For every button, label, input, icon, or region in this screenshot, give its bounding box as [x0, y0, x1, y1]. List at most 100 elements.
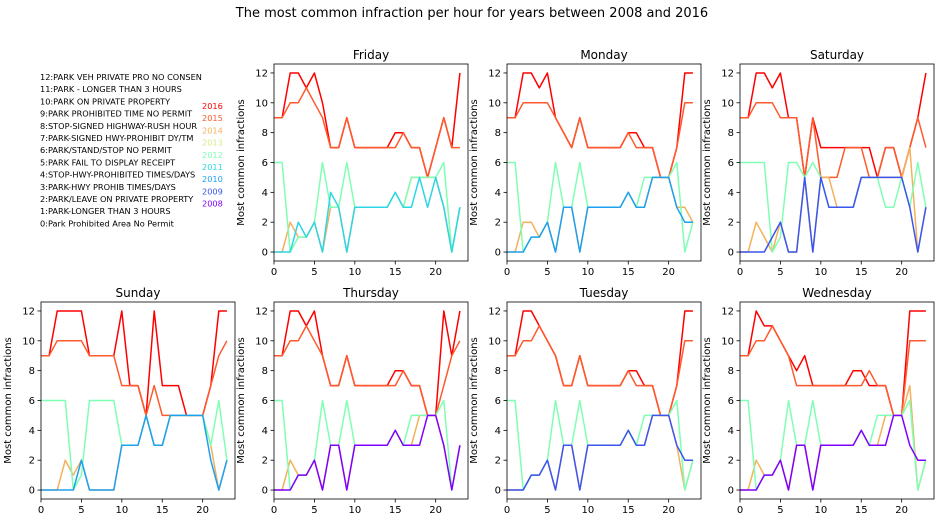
y-tick-label: 8 [29, 366, 35, 377]
y-tick-label: 12 [721, 68, 734, 79]
x-tick-label: 20 [662, 505, 675, 516]
x-tick-label: 10 [581, 505, 594, 516]
panel-title: Monday [580, 48, 627, 62]
y-tick-label: 2 [495, 456, 501, 467]
y-tick-label: 4 [495, 188, 501, 199]
series-line-2015 [274, 325, 461, 417]
figure-title: The most common infraction per hour for … [235, 6, 708, 21]
series-line-2008 [740, 414, 926, 491]
x-tick-label: 20 [429, 267, 442, 278]
x-tick-label: 0 [737, 267, 743, 278]
panel-title: Wednesday [802, 286, 871, 300]
y-axis-label: Most common infractions [3, 337, 14, 464]
series-line-2014 [274, 414, 461, 491]
y-tick-label: 6 [262, 158, 268, 169]
y-tick-label: 12 [255, 306, 268, 317]
panel-title: Tuesday [579, 286, 629, 300]
x-tick-label: 15 [622, 505, 635, 516]
legend-year-label: 2009 [202, 186, 223, 196]
x-tick-label: 5 [78, 505, 84, 516]
y-axis-label: Most common infractions [702, 337, 713, 464]
y-tick-label: 8 [262, 366, 268, 377]
legend-year-label: 2016 [202, 101, 223, 111]
y-tick-label: 12 [488, 306, 501, 317]
y-axis-label: Most common infractions [236, 99, 247, 226]
x-tick-label: 20 [196, 505, 209, 516]
x-tick-label: 5 [544, 267, 550, 278]
y-tick-label: 10 [255, 98, 268, 109]
series-line-2016 [507, 72, 693, 179]
panel-title: Friday [353, 48, 389, 62]
y-tick-label: 4 [728, 426, 734, 437]
y-tick-label: 0 [728, 486, 734, 497]
series-line-2016 [274, 310, 461, 417]
y-tick-label: 4 [728, 188, 734, 199]
series-line-2009 [740, 176, 927, 253]
y-tick-label: 2 [29, 456, 35, 467]
series-line-2014 [507, 414, 694, 491]
panel-title: Thursday [342, 286, 399, 300]
x-tick-label: 10 [115, 505, 128, 516]
legend-code-label: 9:PARK PROHIBITED TIME NO PERMIT [40, 109, 193, 119]
y-tick-label: 2 [728, 218, 734, 229]
panel-saturday: 0 5 10 15 20 0 2 4 6 8 10 12 Saturday Most common inf… [702, 48, 935, 278]
y-tick-label: 0 [728, 248, 734, 259]
legend-code-label: 0:Park Prohibited Area No Permit [40, 218, 175, 228]
y-tick-label: 10 [488, 98, 501, 109]
y-tick-label: 12 [255, 68, 268, 79]
y-tick-label: 8 [262, 128, 268, 139]
y-tick-label: 8 [495, 128, 501, 139]
x-tick-label: 15 [855, 267, 868, 278]
axes-frame [739, 63, 935, 262]
x-tick-label: 10 [348, 505, 361, 516]
y-tick-label: 10 [721, 98, 734, 109]
series-line-2015 [274, 87, 460, 179]
y-tick-label: 0 [262, 486, 268, 497]
x-tick-label: 0 [504, 267, 510, 278]
series-line-2008 [274, 414, 461, 491]
series-line-2016 [740, 310, 926, 417]
legend-code-label: 7:PARK-SIGNED HWY-PROHIBIT DY/TM [40, 133, 194, 143]
legend-code-label: 6:PARK/STAND/STOP NO PERMIT [40, 145, 173, 155]
legend-year-label: 2013 [202, 138, 223, 148]
legend: 12:PARK VEH PRIVATE PRO NO CONSEN 11:PARK… [40, 72, 223, 228]
series-line-2011 [274, 176, 461, 253]
y-tick-label: 6 [495, 396, 501, 407]
legend-year-label: 2011 [202, 162, 223, 172]
x-tick-label: 15 [156, 505, 169, 516]
y-tick-label: 10 [721, 336, 734, 347]
x-tick-label: 5 [311, 267, 317, 278]
y-tick-label: 4 [262, 426, 268, 437]
x-tick-label: 15 [389, 505, 402, 516]
x-tick-label: 10 [348, 267, 361, 278]
x-tick-label: 15 [622, 267, 635, 278]
legend-code-label: 2:PARK/LEAVE ON PRIVATE PROPERTY [40, 194, 194, 204]
y-tick-label: 0 [29, 486, 35, 497]
legend-year-label: 2012 [202, 150, 223, 160]
x-tick-label: 10 [581, 267, 594, 278]
panel-thursday: 0 5 10 15 20 0 2 4 6 8 10 12 Thursday Most common inf… [236, 286, 469, 516]
y-axis-label: Most common infractions [702, 99, 713, 226]
legend-code-label: 1:PARK-LONGER THAN 3 HOURS [40, 206, 171, 216]
legend-code-label: 4:STOP-HWY-PROHIBITED TIMES/DAYS [40, 170, 195, 180]
x-tick-label: 10 [814, 267, 827, 278]
series-line-2016 [41, 310, 227, 417]
legend-year-label: 2014 [202, 125, 223, 135]
y-axis-label: Most common infractions [469, 337, 480, 464]
x-tick-label: 0 [737, 505, 743, 516]
y-tick-label: 12 [721, 306, 734, 317]
legend-year-label: 2010 [202, 174, 223, 184]
y-tick-label: 8 [495, 366, 501, 377]
y-tick-label: 10 [488, 336, 501, 347]
x-tick-label: 0 [271, 267, 277, 278]
panel-sunday: 0 5 10 15 20 0 2 4 6 8 10 12 Sunday Most common infra… [3, 286, 236, 516]
series-line-2015 [507, 325, 693, 417]
series-line-2014 [41, 414, 228, 491]
series-line-2016 [507, 310, 693, 417]
legend-code-label: 12:PARK VEH PRIVATE PRO NO CONSEN [40, 72, 202, 82]
panel-title: Sunday [116, 286, 161, 300]
series-line-2015 [507, 102, 693, 179]
x-tick-label: 20 [429, 505, 442, 516]
